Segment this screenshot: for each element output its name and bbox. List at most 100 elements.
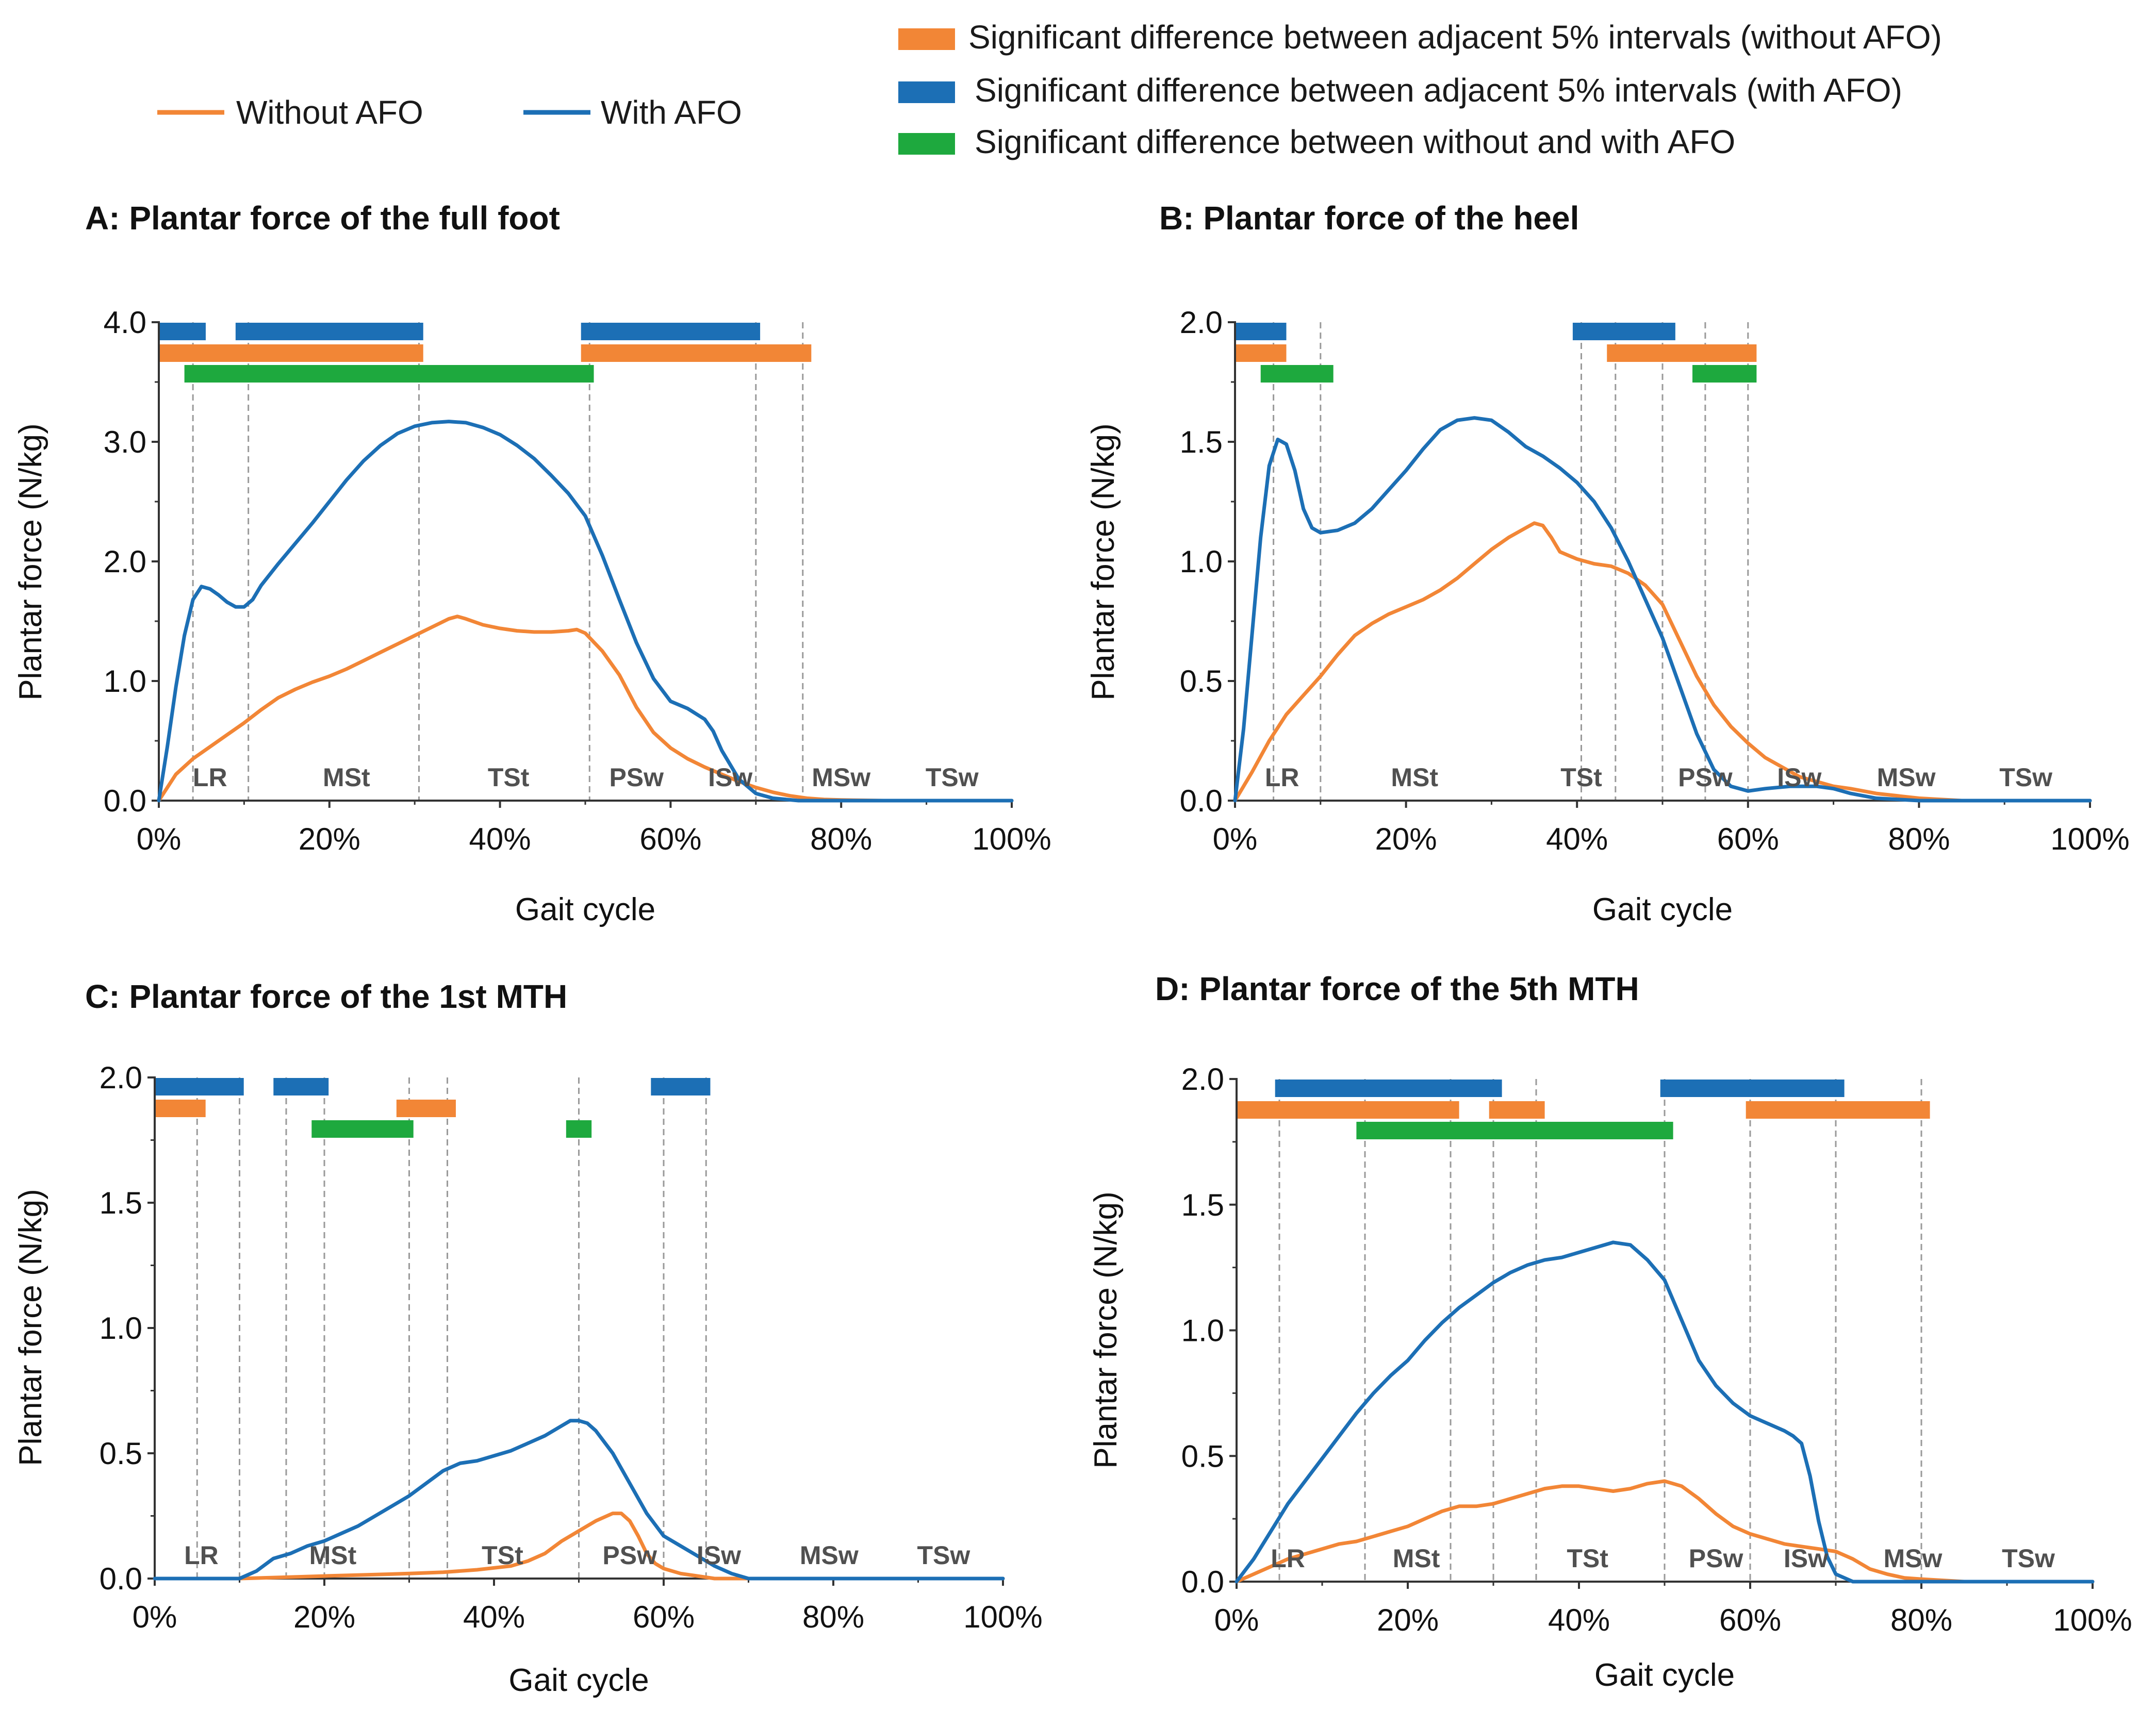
x-tick-label: 60% — [1719, 1603, 1781, 1637]
sig-bar-with — [1275, 1080, 1502, 1097]
x-tick-label: 100% — [963, 1600, 1042, 1634]
legend-swatch-sig-between — [898, 133, 955, 155]
y-axis-label: Plantar force (N/kg) — [13, 1189, 48, 1466]
sig-bar-with — [1235, 323, 1286, 340]
phase-label: TSt — [1560, 763, 1602, 792]
phase-label: TSt — [482, 1541, 523, 1570]
x-tick-label: 100% — [2053, 1603, 2132, 1637]
legend-label-sig-without: Significant difference between adjacent … — [968, 19, 1942, 56]
phase-label: PSw — [609, 763, 664, 792]
y-tick-label: 0.5 — [100, 1436, 142, 1471]
x-tick-label: 0% — [1214, 1603, 1259, 1637]
phase-label: MSw — [800, 1541, 859, 1570]
phase-label: MSt — [323, 763, 370, 792]
x-tick-label: 80% — [802, 1600, 864, 1634]
legend-swatch-sig-with — [898, 81, 955, 103]
phase-label: PSw — [1678, 763, 1733, 792]
y-tick-label: 1.0 — [104, 664, 146, 699]
phase-label: ISw — [697, 1541, 741, 1570]
x-tick-label: 20% — [1375, 822, 1437, 856]
x-tick-label: 60% — [639, 822, 701, 856]
panel-c-1st-mth: C: Plantar force of the 1st MTH 0.0 0.5 1.… — [13, 978, 1043, 1698]
y-axis-label: Plantar force (N/kg) — [1088, 1191, 1124, 1469]
sig-bar-with — [155, 1078, 244, 1095]
legend-label-without-afo: Without AFO — [236, 94, 423, 131]
phase-label: TSt — [1567, 1544, 1608, 1573]
phase-label: LR — [193, 763, 227, 792]
y-tick-label: 1.5 — [1181, 1188, 1224, 1222]
panel-title: C: Plantar force of the 1st MTH — [85, 978, 567, 1015]
legend-label-with-afo: With AFO — [601, 94, 742, 131]
phase-label: LR — [1265, 763, 1299, 792]
panel-title: A: Plantar force of the full foot — [85, 200, 560, 237]
sig-bar-without — [159, 344, 423, 362]
phase-label: MSw — [1877, 763, 1936, 792]
x-tick-label: 0% — [1213, 822, 1258, 856]
x-tick-label: 100% — [2050, 822, 2129, 856]
sig-bar-without — [1489, 1101, 1545, 1119]
phase-label: ISw — [708, 763, 752, 792]
y-tick-label: 1.5 — [1180, 425, 1223, 459]
x-tick-label: 20% — [293, 1600, 355, 1634]
sig-bar-with — [159, 323, 206, 340]
sig-bar-with — [236, 323, 423, 340]
series-line-with-afo — [159, 422, 1012, 801]
figure: Without AFO With AFO Significant differe… — [0, 0, 2156, 1710]
y-tick-label: 2.0 — [104, 544, 146, 579]
series-line-without-afo — [159, 617, 1012, 801]
panel-a-full-foot: A: Plantar force of the full foot 0.01.0… — [13, 200, 1051, 927]
y-tick-label: 1.0 — [1180, 544, 1223, 579]
phase-label: TSw — [917, 1541, 970, 1570]
phase-label: MSt — [1393, 1544, 1440, 1573]
y-tick-label: 1.0 — [100, 1311, 142, 1346]
sig-bar-between — [311, 1120, 413, 1138]
sig-bar-without — [1235, 344, 1286, 362]
sig-bar-without — [155, 1100, 206, 1117]
sig-bar-with — [1573, 323, 1675, 340]
y-tick-label: 0.5 — [1180, 664, 1223, 699]
panel-title: D: Plantar force of the 5th MTH — [1155, 970, 1639, 1007]
x-tick-label: 80% — [1888, 822, 1950, 856]
phase-label: MSw — [812, 763, 870, 792]
y-axis-label: Plantar force (N/kg) — [13, 423, 48, 701]
sig-bar-with — [581, 323, 760, 340]
x-tick-label: 40% — [1546, 822, 1608, 856]
phase-label: LR — [1271, 1544, 1305, 1573]
legend-lines: Without AFO With AFO — [157, 94, 742, 131]
x-tick-label: 60% — [633, 1600, 695, 1634]
sig-bar-between — [1261, 365, 1334, 383]
y-tick-label: 0.5 — [1181, 1439, 1224, 1473]
x-tick-label: 60% — [1717, 822, 1779, 856]
legend-bars: Significant difference between adjacent … — [898, 19, 1942, 160]
sig-bar-with — [1660, 1080, 1845, 1097]
y-tick-label: 2.0 — [100, 1060, 142, 1095]
sig-bar-between — [1692, 365, 1756, 383]
sig-bar-between — [1356, 1122, 1673, 1139]
phase-label: MSt — [309, 1541, 357, 1570]
sig-bar-without — [581, 344, 812, 362]
y-tick-label: 0.0 — [100, 1562, 142, 1596]
x-tick-label: 20% — [1377, 1603, 1439, 1637]
phase-label: PSw — [1689, 1544, 1743, 1573]
y-tick-label: 0.0 — [1181, 1565, 1224, 1599]
x-tick-label: 100% — [972, 822, 1051, 856]
phase-label: MSt — [1391, 763, 1438, 792]
x-axis-label: Gait cycle — [515, 892, 655, 927]
phase-label: TSw — [1999, 763, 2052, 792]
panel-b-heel: B: Plantar force of the heel 0.0 0.5 1.0 1.… — [1085, 200, 2130, 927]
panel-title: B: Plantar force of the heel — [1159, 200, 1579, 237]
x-axis-label: Gait cycle — [508, 1663, 649, 1698]
x-tick-label: 0% — [133, 1600, 177, 1634]
x-axis-label: Gait cycle — [1594, 1657, 1735, 1693]
x-tick-label: 40% — [463, 1600, 525, 1634]
x-tick-label: 40% — [1548, 1603, 1610, 1637]
phase-label: TSw — [2002, 1544, 2055, 1573]
phase-label: LR — [184, 1541, 219, 1570]
phase-label: PSw — [602, 1541, 657, 1570]
y-tick-label: 4.0 — [104, 305, 146, 340]
x-tick-label: 40% — [469, 822, 531, 856]
y-tick-label: 1.0 — [1181, 1314, 1224, 1348]
x-tick-label: 20% — [299, 822, 360, 856]
y-tick-label: 3.0 — [104, 425, 146, 459]
sig-bar-without — [1607, 344, 1756, 362]
